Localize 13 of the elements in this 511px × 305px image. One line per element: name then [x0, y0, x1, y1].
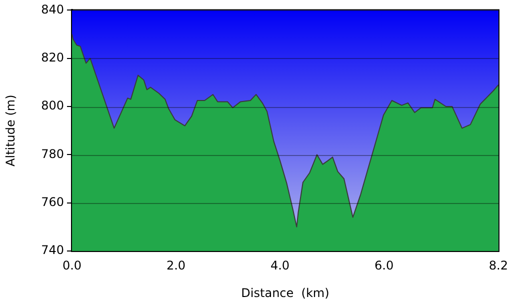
y-tick-label: 820 — [41, 50, 64, 64]
x-tick-label: 2.0 — [166, 258, 186, 272]
x-tick-label: 0.0 — [62, 258, 82, 272]
y-tick-label: 780 — [41, 146, 64, 161]
x-tick-label: 4.0 — [270, 258, 290, 272]
y-tick-label: 800 — [41, 98, 64, 113]
y-axis-title: Altitude (m) — [3, 94, 18, 166]
y-tick-label: 840 — [41, 2, 64, 16]
y-tick-label: 760 — [41, 194, 64, 209]
x-tick-label: 6.0 — [374, 258, 394, 272]
y-tick-label: 740 — [41, 243, 64, 258]
x-axis-title: Distance (km) — [241, 286, 330, 300]
x-tick-label: 8.2 — [488, 258, 508, 272]
